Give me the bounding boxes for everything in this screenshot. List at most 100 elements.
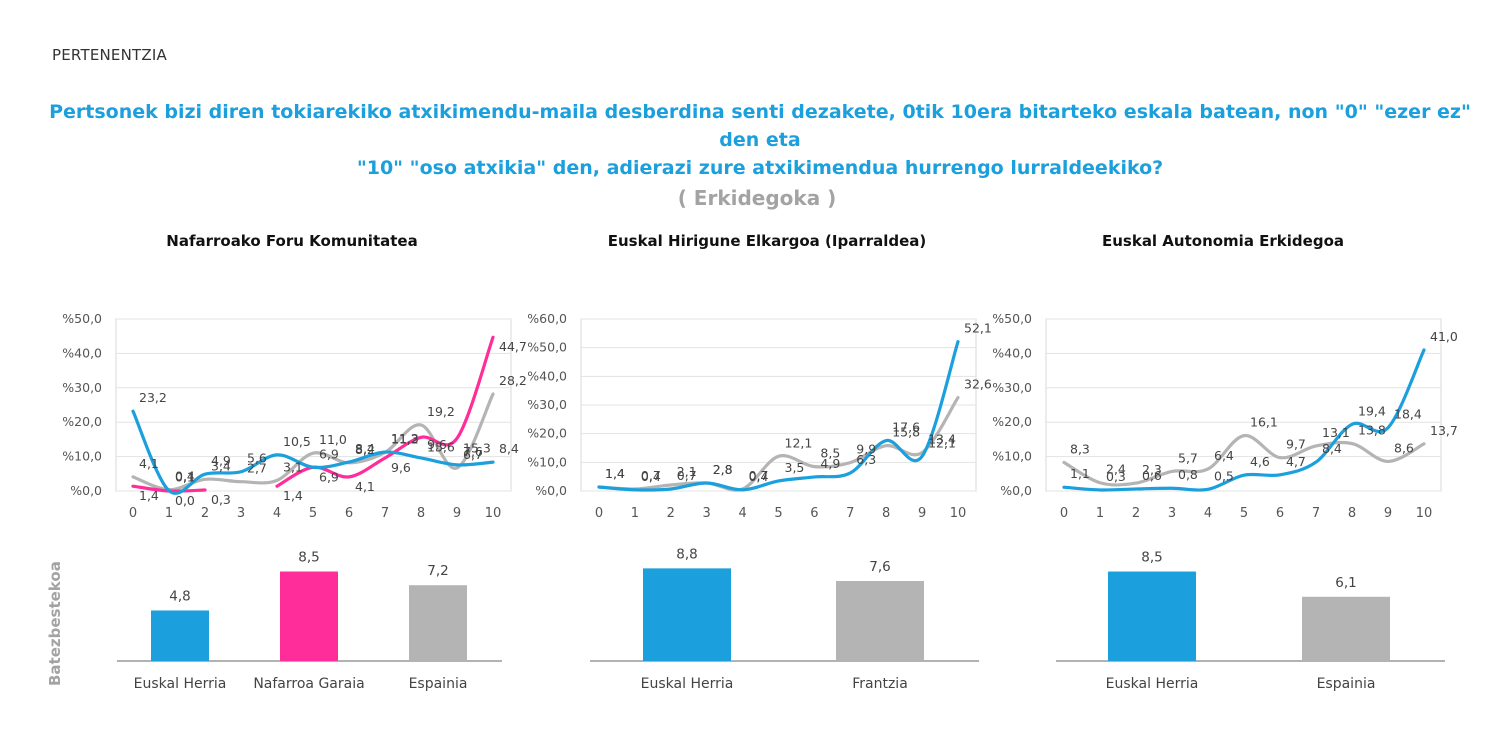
data-label: 19,4 <box>1358 403 1386 418</box>
data-label: 0,7 <box>749 468 769 483</box>
data-label: 1,4 <box>139 488 159 503</box>
data-label: 44,7 <box>499 339 527 354</box>
x-tick-label: 10 <box>485 506 502 521</box>
data-label: 5,7 <box>1178 450 1198 465</box>
data-label: 0,7 <box>677 468 697 483</box>
data-label: 0,4 <box>749 469 769 484</box>
panel-title-iparraldea: Euskal Hirigune Elkargoa (Iparraldea) <box>607 232 927 250</box>
bar-value-label: 8,5 <box>298 550 319 566</box>
data-label: 0,1 <box>175 470 195 485</box>
data-label: 2,8 <box>713 462 733 477</box>
data-label: 0,0 <box>175 493 195 508</box>
data-label: 8,6 <box>1394 440 1414 455</box>
y-tick-label: %20,0 <box>992 414 1032 429</box>
data-label: 41,0 <box>1430 329 1458 344</box>
data-label: 17,6 <box>892 420 920 435</box>
x-tick-label: 0 <box>595 506 603 521</box>
data-label: 0,4 <box>175 469 195 484</box>
x-tick-label: 3 <box>703 506 711 521</box>
x-tick-label: 5 <box>1240 506 1248 521</box>
x-tick-label: 10 <box>1416 506 1433 521</box>
bar-blue <box>151 610 209 661</box>
data-label: 0,5 <box>1214 468 1234 483</box>
data-label: 0,8 <box>1178 467 1198 482</box>
y-tick-label: %30,0 <box>527 397 567 412</box>
data-label: 1,4 <box>283 488 303 503</box>
x-tick-label: 3 <box>1168 506 1176 521</box>
data-label: 8,5 <box>820 446 840 461</box>
data-label: 4,9 <box>211 453 231 468</box>
data-label: 6,3 <box>856 452 876 467</box>
data-label: 0,3 <box>1106 469 1126 484</box>
x-tick-label: 4 <box>738 506 746 521</box>
survey-question: Pertsonek bizi diren tokiarekiko atxikim… <box>40 98 1480 182</box>
data-label: 8,4 <box>499 441 519 456</box>
data-label: 52,1 <box>964 321 992 336</box>
data-label: 13,4 <box>928 432 956 447</box>
data-label: 15,6 <box>427 439 455 454</box>
data-label: 2,8 <box>713 462 733 477</box>
x-tick-label: 3 <box>237 506 245 521</box>
data-label: 6,9 <box>319 446 339 461</box>
bar-gray <box>836 581 924 661</box>
series-line-blue <box>597 340 960 492</box>
data-label: 3,5 <box>785 460 805 475</box>
data-label: 12,1 <box>785 435 813 450</box>
x-tick-label: 4 <box>273 506 281 521</box>
x-tick-label: 1 <box>165 506 173 521</box>
y-tick-label: %0,0 <box>70 483 102 498</box>
bar-category-label: Frantzia <box>852 676 908 692</box>
y-tick-label: %30,0 <box>62 380 102 395</box>
data-label: 3,4 <box>211 458 231 473</box>
bar-gray <box>1302 596 1390 661</box>
x-tick-label: 6 <box>810 506 818 521</box>
x-tick-label: 1 <box>1096 506 1104 521</box>
y-tick-label: %40,0 <box>527 368 567 383</box>
data-label: 5,6 <box>247 451 267 466</box>
y-tick-label: %0,0 <box>535 483 567 498</box>
series-line-gray <box>131 392 495 492</box>
data-label: 11,2 <box>391 431 419 446</box>
chart-subtitle: ( Erkidegoka ) <box>677 186 837 210</box>
bar-category-label: Espainia <box>1317 676 1376 692</box>
bar-category-label: Euskal Herria <box>641 676 734 692</box>
bar-value-label: 6,1 <box>1335 575 1356 591</box>
data-label: 11,3 <box>391 431 419 446</box>
bar-value-label: 8,8 <box>676 546 697 562</box>
x-tick-label: 9 <box>1384 506 1392 521</box>
panel-title-nafarroa: Nafarroako Foru Komunitatea <box>166 232 418 250</box>
y-tick-label: %40,0 <box>992 345 1032 360</box>
data-label: 1,4 <box>605 466 625 481</box>
y-tick-label: %30,0 <box>992 380 1032 395</box>
data-label: 6,4 <box>1214 448 1234 463</box>
x-tick-label: 8 <box>1348 506 1356 521</box>
x-tick-label: 8 <box>882 506 890 521</box>
y-tick-label: %40,0 <box>62 345 102 360</box>
data-label: 3,1 <box>283 459 303 474</box>
data-label: 0,4 <box>641 469 661 484</box>
data-label: 9,7 <box>1286 437 1306 452</box>
data-label: 19,2 <box>427 404 455 419</box>
bar-pink <box>280 571 338 661</box>
data-label: 8,2 <box>355 442 375 457</box>
data-label: 6,7 <box>463 447 483 462</box>
bar-gray <box>409 585 467 661</box>
y-tick-label: %60,0 <box>527 311 567 326</box>
bar-category-label: Nafarroa Garaia <box>253 676 364 692</box>
data-label: 15,8 <box>892 425 920 440</box>
x-tick-label: 4 <box>1204 506 1212 521</box>
data-label: 15,3 <box>463 440 491 455</box>
question-line-2: "10" "oso atxikia" den, adierazi zure at… <box>356 157 1164 179</box>
data-label: 7,6 <box>463 444 483 459</box>
y-tick-label: %50,0 <box>992 311 1032 326</box>
x-tick-label: 0 <box>1060 506 1068 521</box>
data-label: 13,7 <box>1430 423 1458 438</box>
data-label: 0,6 <box>1142 468 1162 483</box>
series-line-blue <box>131 409 495 495</box>
panel-title-eae: Euskal Autonomia Erkidegoa <box>1101 232 1344 250</box>
x-tick-label: 8 <box>417 506 425 521</box>
x-tick-label: 7 <box>846 506 854 521</box>
data-label: 28,2 <box>499 373 527 388</box>
x-tick-label: 7 <box>381 506 389 521</box>
y-tick-label: %10,0 <box>62 449 102 464</box>
